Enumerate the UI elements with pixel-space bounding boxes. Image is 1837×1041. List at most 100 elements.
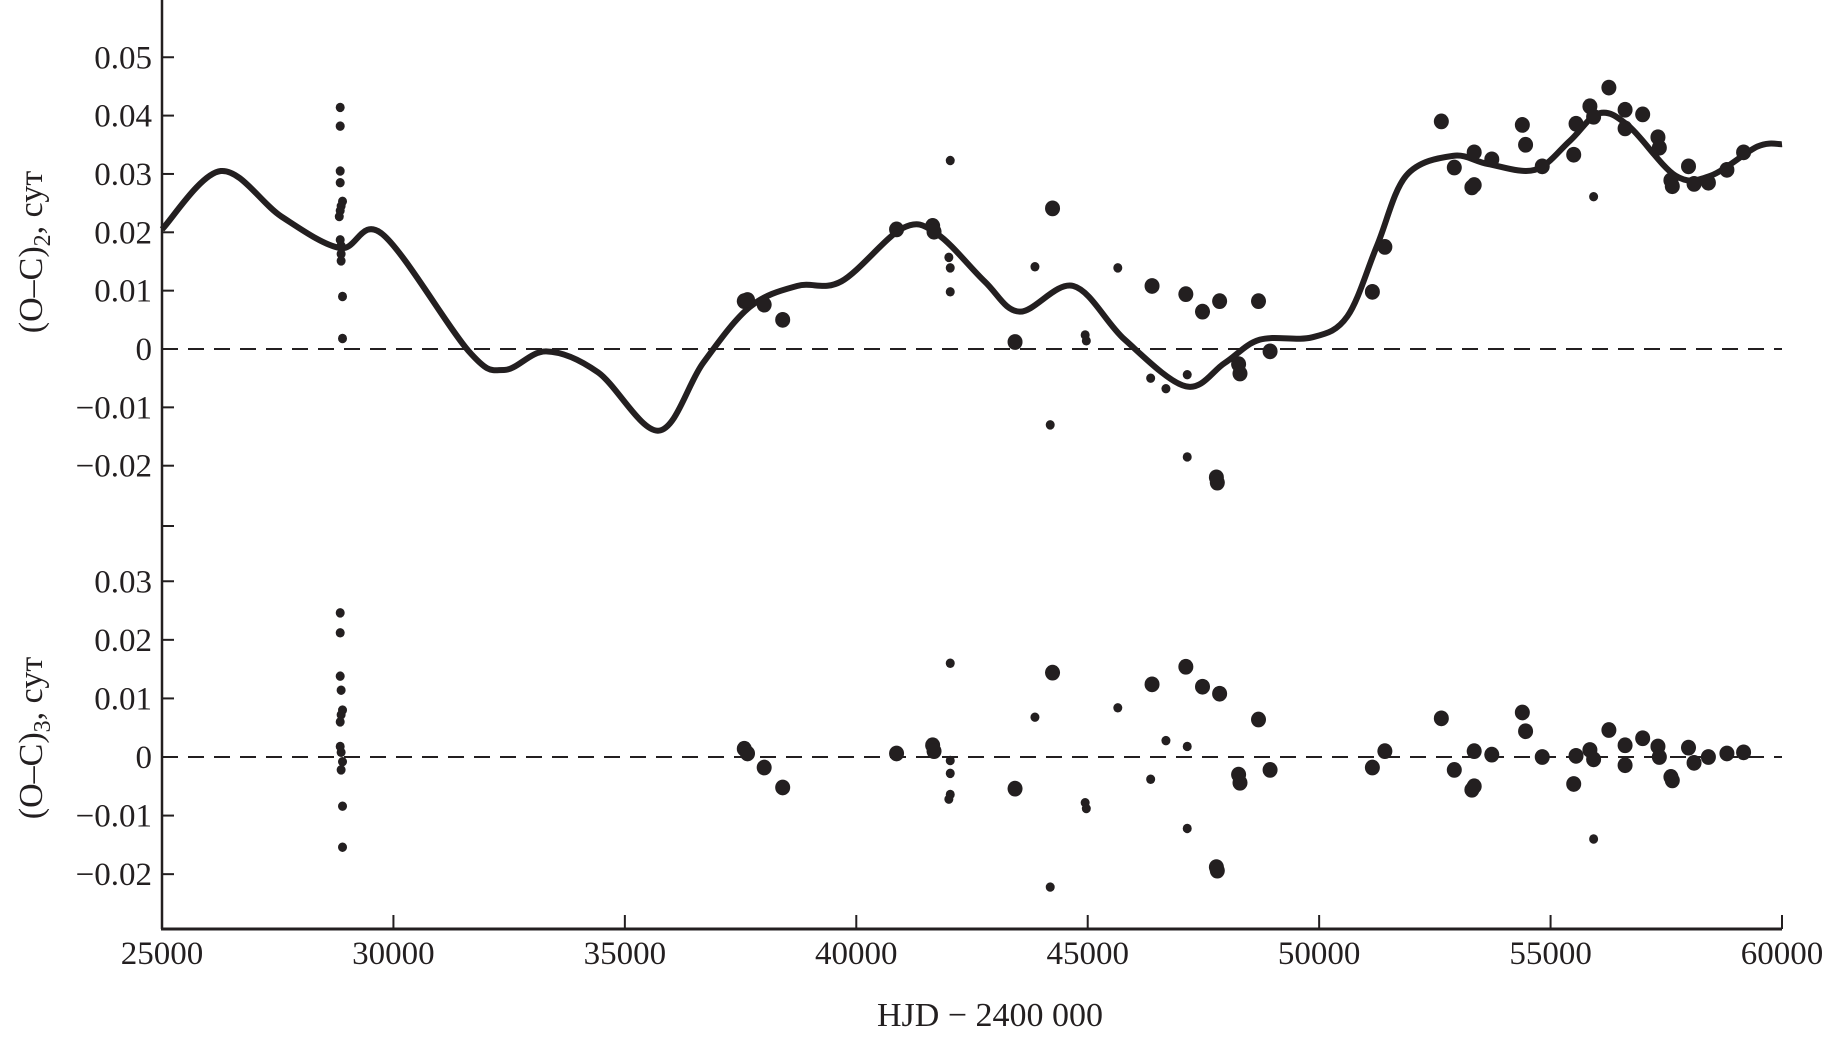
data-point-large [1719, 161, 1735, 178]
data-point-small [1146, 774, 1156, 784]
lower-panel: 0.03 0.02 0.01 0 −0.01 −0.02 [76, 564, 1782, 893]
y-tick-label: 0.02 [94, 215, 152, 251]
x-tick-label: 35000 [584, 936, 667, 972]
data-point-large [1617, 101, 1633, 118]
data-point-large [1364, 283, 1380, 300]
data-point-large [1736, 744, 1752, 761]
x-axis-title: HJD − 2400 000 [877, 997, 1103, 1034]
data-point-large [889, 745, 905, 762]
x-tick-label: 30000 [352, 936, 435, 972]
data-point-small [1182, 823, 1192, 834]
data-point-small [1045, 420, 1055, 430]
fit-curve [159, 109, 1783, 434]
data-point-large [1719, 745, 1735, 762]
data-point-large [1232, 365, 1248, 382]
y-tick-label: 0.03 [94, 564, 152, 600]
y-label-main: (O–C) [13, 246, 50, 333]
data-point-large [1518, 136, 1534, 153]
data-point-large [1484, 151, 1500, 168]
data-point-small [1146, 373, 1156, 383]
data-point-large [1566, 776, 1582, 792]
data-point-small [1045, 882, 1055, 892]
data-point-large [1178, 286, 1194, 303]
data-point-large [1664, 178, 1680, 195]
data-point-large [1433, 113, 1449, 130]
data-point-small [336, 685, 346, 695]
data-point-large [1364, 759, 1380, 776]
data-point-large [775, 779, 791, 796]
data-point-large [1568, 747, 1584, 764]
x-tick-label: 50000 [1278, 936, 1361, 972]
data-point-small [336, 240, 346, 251]
data-point-large [1484, 746, 1500, 763]
y-tick-label: −0.01 [76, 799, 152, 835]
data-point-large [1617, 757, 1633, 774]
data-point-large [1534, 749, 1550, 765]
data-point-large [1534, 158, 1550, 175]
y-label-subscript: 2 [30, 234, 56, 246]
data-point-large [1681, 158, 1697, 175]
data-point-small [1030, 712, 1040, 722]
data-point-small [336, 256, 346, 266]
data-point-small [1161, 735, 1171, 746]
data-point-large [1651, 139, 1667, 156]
data-point-small [1081, 336, 1091, 346]
data-point-large [1514, 704, 1530, 721]
data-point-large [1195, 303, 1211, 320]
data-point-large [1212, 293, 1228, 310]
data-point-small [335, 628, 345, 638]
x-tick-label: 40000 [815, 936, 898, 972]
y-label-suffix: , сут [13, 657, 50, 721]
data-point-small [1589, 834, 1599, 844]
y-tick-label: 0.04 [94, 99, 152, 135]
data-point-large [1617, 120, 1633, 137]
data-point-small [335, 608, 345, 618]
data-point-small [1161, 383, 1171, 394]
data-point-large [740, 292, 756, 308]
data-point-small [1182, 369, 1192, 380]
data-point-small [945, 287, 955, 297]
data-point-small [945, 155, 955, 166]
y-tick-label: −0.02 [76, 857, 152, 893]
upper-panel: 0.05 0.04 0.03 0.02 0.01 0 −0.01 −0.02 [76, 40, 1783, 491]
data-point-large [1466, 778, 1482, 795]
data-point-large [1262, 762, 1278, 778]
data-point-large [1518, 723, 1534, 740]
data-point-large [1601, 79, 1617, 96]
data-point-large [1007, 334, 1023, 350]
data-point-large [1377, 743, 1393, 760]
data-point-large [1433, 710, 1449, 727]
data-point-large [1651, 749, 1667, 765]
data-point-large [1144, 278, 1160, 294]
data-point-small [336, 747, 346, 758]
data-point-large [1664, 772, 1680, 789]
y-tick-label: −0.02 [76, 449, 152, 485]
data-point-large [1178, 658, 1194, 675]
data-point-large [1700, 174, 1716, 191]
y-label-suffix: , сут [13, 171, 50, 235]
data-point-large [1466, 144, 1482, 161]
data-point-small [335, 166, 345, 176]
data-point-large [1377, 239, 1393, 255]
data-point-small [336, 249, 346, 259]
data-point-small [945, 755, 955, 766]
data-point-small [338, 333, 348, 344]
data-point-large [1007, 780, 1023, 797]
data-point-large [756, 296, 772, 313]
data-point-small [335, 102, 345, 113]
data-point-large [1635, 730, 1651, 747]
data-point-large [1446, 159, 1462, 176]
data-point-small [944, 794, 954, 804]
data-point-large [1045, 200, 1061, 217]
data-point-large [1568, 115, 1584, 132]
data-point-large [889, 221, 905, 238]
data-point-small [334, 211, 344, 222]
x-tick-label: 55000 [1509, 936, 1592, 972]
data-point-small [1081, 803, 1091, 814]
data-point-small [338, 291, 348, 302]
data-point-small [336, 765, 346, 775]
y-tick-label: 0 [136, 740, 153, 776]
data-point-large [1466, 177, 1482, 193]
data-point-small [335, 177, 345, 188]
data-point-large [740, 745, 756, 762]
